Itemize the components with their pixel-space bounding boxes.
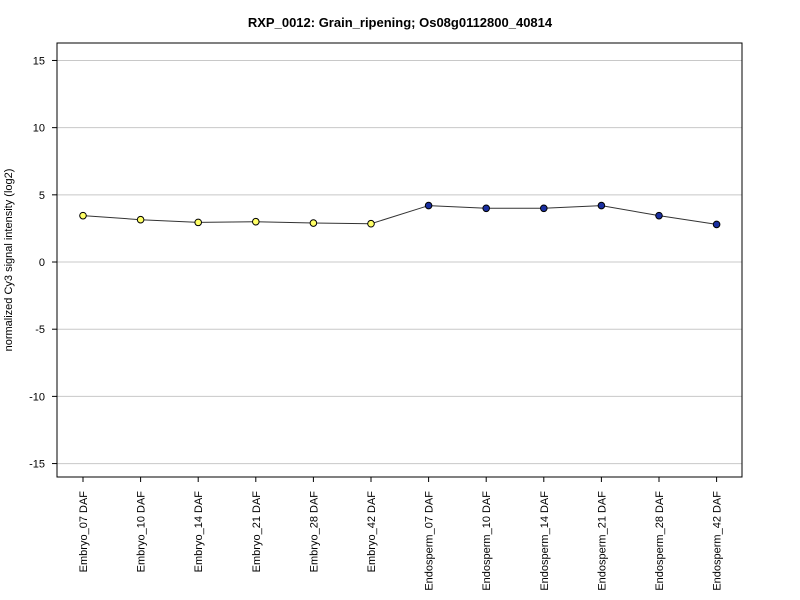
x-axis: Embryo_07 DAF Embryo_10 DAF Embryo_14 DAF E…: [78, 477, 724, 591]
x-tick-label: Embryo_42 DAF: [366, 491, 378, 573]
y-tick-label: -15: [29, 459, 45, 471]
x-tick-label: Endosperm_07 DAF: [424, 491, 436, 591]
data-series: [79, 201, 721, 229]
y-tick-label: -10: [29, 391, 45, 403]
x-tick-label: Embryo_28 DAF: [308, 491, 320, 573]
data-point: [540, 204, 548, 213]
data-point: [597, 201, 606, 210]
series-line: [82, 205, 717, 225]
y-tick-label: -5: [35, 324, 45, 336]
data-point: [309, 219, 318, 227]
x-tick-label: Endosperm_10 DAF: [481, 491, 493, 591]
x-tick-label: Embryo_07 DAF: [78, 491, 90, 573]
data-point: [712, 220, 721, 229]
y-axis: 15 10 5 0 -5 -10 -15: [29, 55, 57, 471]
y-tick-label: 5: [39, 190, 45, 202]
x-tick-label: Embryo_21 DAF: [251, 491, 263, 573]
data-point: [252, 217, 260, 226]
x-tick-label: Endosperm_28 DAF: [654, 491, 666, 591]
x-tick-label: Endosperm_21 DAF: [596, 491, 608, 591]
y-tick-label: 0: [39, 257, 45, 269]
chart-title: RXP_0012: Grain_ripening; Os08g0112800_4…: [248, 15, 553, 30]
gridlines: [57, 59, 742, 465]
x-tick-label: Embryo_14 DAF: [193, 491, 205, 573]
data-point: [79, 211, 87, 220]
data-point: [482, 204, 491, 213]
data-point: [194, 218, 202, 227]
data-point: [424, 201, 433, 210]
data-point: [136, 215, 145, 224]
y-axis-label: normalized Cy3 signal intensity (log2): [3, 169, 15, 352]
data-point: [367, 219, 375, 228]
y-tick-label: 10: [33, 123, 45, 135]
x-tick-label: Embryo_10 DAF: [136, 491, 148, 573]
plot-frame: [56, 42, 743, 478]
x-tick-label: Endosperm_42 DAF: [712, 491, 724, 591]
x-tick-label: Endosperm_14 DAF: [539, 491, 551, 591]
data-point: [655, 211, 663, 220]
y-tick-label: 15: [33, 55, 45, 67]
